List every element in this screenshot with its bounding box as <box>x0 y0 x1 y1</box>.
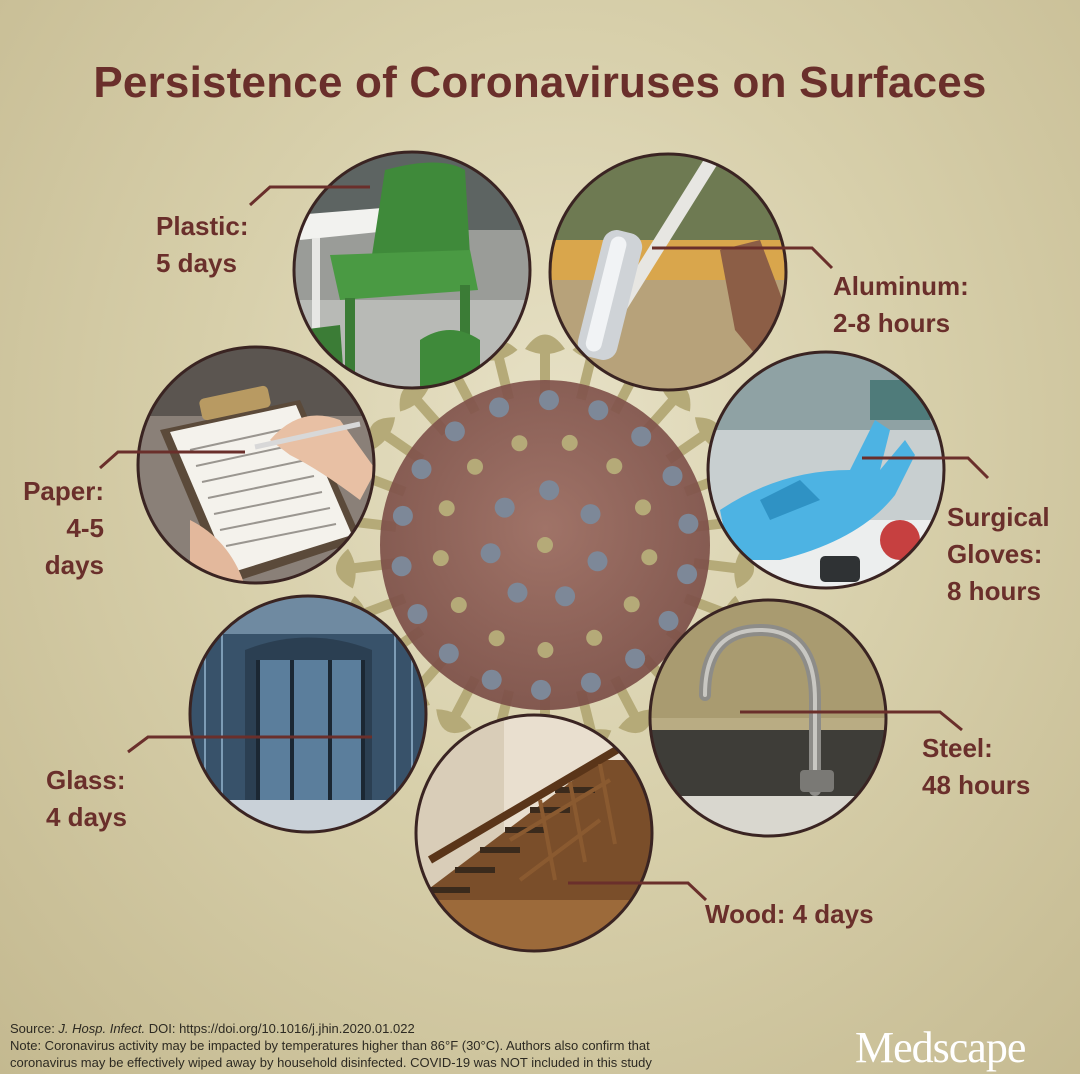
label-wood: Wood: 4 days <box>705 899 874 929</box>
label-aluminum: Aluminum: 2-8 hours <box>833 271 969 338</box>
label-plastic: Plastic: 5 days <box>156 211 249 278</box>
label-steel: Steel: 48 hours <box>922 733 1031 800</box>
label-surgical-gloves: Surgical Gloves: 8 hours <box>947 502 1050 606</box>
medscape-logo: Medscape <box>855 1023 1026 1072</box>
clipboard-paper-photo <box>138 347 374 583</box>
footer-notes: Source: J. Hosp. Infect. DOI: https://do… <box>10 1020 830 1071</box>
leader-lines <box>99 185 990 902</box>
label-paper: Paper: 4-5 days <box>23 476 104 580</box>
wooden-staircase-photo <box>416 715 652 951</box>
label-glass: Glass: 4 days <box>46 765 127 832</box>
note-line-2: coronavirus may be effectively wiped awa… <box>10 1055 652 1070</box>
note-line-1: Note: Coronavirus activity may be impact… <box>10 1038 650 1053</box>
source-line: Source: J. Hosp. Infect. DOI: https://do… <box>10 1021 415 1036</box>
blue-gloves-photo <box>708 352 944 588</box>
page-title: Persistence of Coronaviruses on Surfaces <box>93 58 987 107</box>
